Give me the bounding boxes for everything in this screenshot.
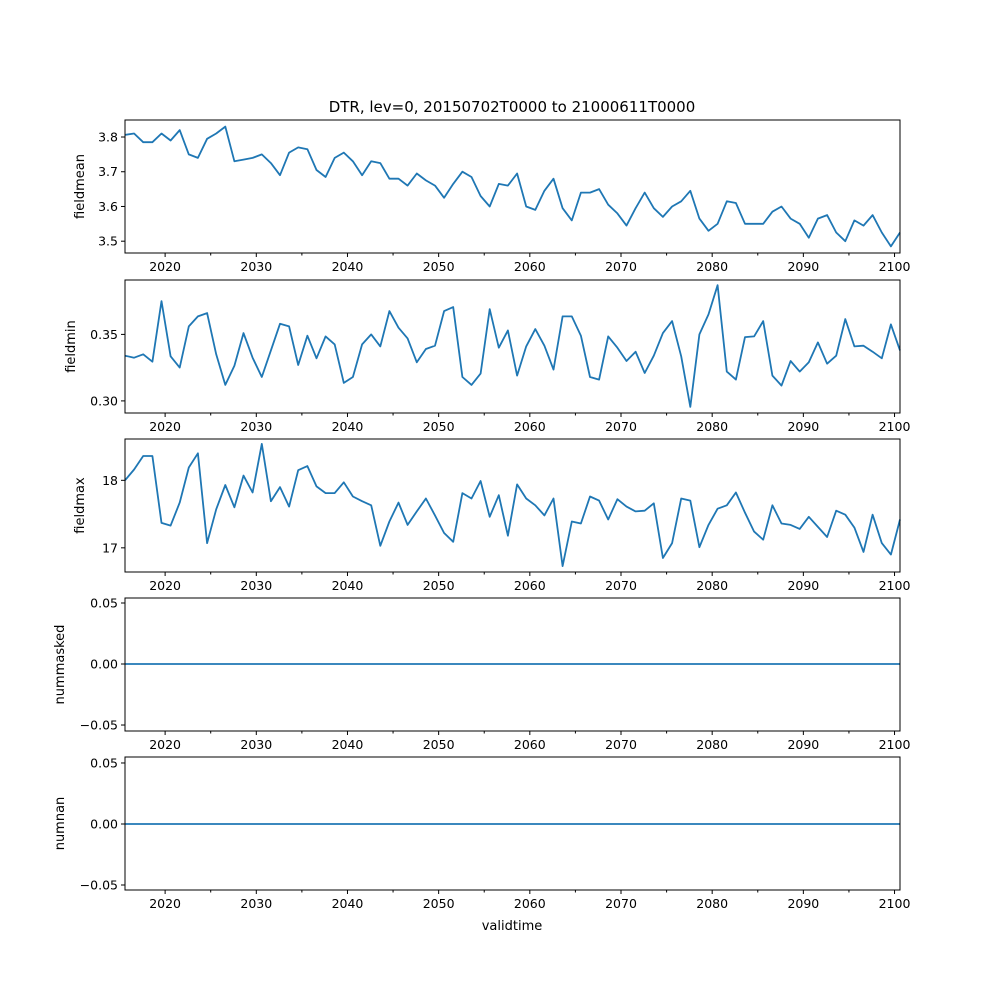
axes-frame: [124, 279, 901, 414]
panel-fieldmax: 2020 2030 2040 2050 2060 2070 2080 2090 2100 17 18…: [73, 438, 911, 593]
y-axis-label: numnan: [53, 797, 68, 851]
x-tick-label: 2030: [240, 259, 272, 274]
panel-nummasked: 2020 2030 2040 2050 2060 2070 2080 2090 2100 −0.0…: [53, 596, 910, 752]
y-tick-label: 0.05: [90, 755, 118, 770]
x-tick-label: 2080: [696, 578, 728, 593]
x-tick-label: 2080: [696, 737, 728, 752]
y-tick-label: −0.05: [80, 718, 118, 733]
y-axis-label: fieldmax: [73, 477, 88, 534]
x-tick-label: 2100: [879, 578, 911, 593]
x-tick-label: 2100: [879, 259, 911, 274]
y-tick-label: −0.05: [80, 877, 118, 892]
chart-title: DTR, lev=0, 20150702T0000 to 21000611T00…: [329, 98, 696, 116]
x-tick-label: 2040: [332, 259, 364, 274]
panel-numnan: 2020 2030 2040 2050 2060 2070 2080 2090 2100 −0.0…: [53, 755, 910, 911]
x-tick-label: 2050: [423, 737, 455, 752]
x-tick-label: 2030: [240, 737, 272, 752]
x-tick-label: 2030: [240, 896, 272, 911]
x-tick-label: 2040: [332, 737, 364, 752]
x-tick-label: 2050: [423, 896, 455, 911]
series-line-fieldmean: [124, 125, 901, 248]
x-tick-label: 2020: [149, 578, 181, 593]
x-tick-label: 2090: [787, 737, 819, 752]
x-tick-label: 2080: [696, 896, 728, 911]
panel-fieldmean: 2020 2030 2040 2050 2060 2070 2080 2090 2100 3.5 3…: [73, 119, 911, 274]
x-tick-label: 2100: [879, 419, 911, 434]
x-tick-label: 2060: [514, 737, 546, 752]
y-tick-label: 0.00: [90, 816, 118, 831]
x-tick-label: 2090: [787, 896, 819, 911]
y-tick-label: 17: [102, 540, 118, 555]
x-tick-label: 2100: [879, 896, 911, 911]
x-tick-label: 2070: [605, 578, 637, 593]
x-tick-label: 2060: [514, 419, 546, 434]
x-tick-label: 2060: [514, 578, 546, 593]
x-tick-label: 2060: [514, 259, 546, 274]
x-tick-label: 2040: [332, 578, 364, 593]
axes-frame: [124, 438, 901, 573]
x-tick-label: 2020: [149, 419, 181, 434]
x-tick-label: 2030: [240, 578, 272, 593]
y-tick-label: 3.5: [98, 234, 118, 249]
x-tick-label: 2030: [240, 419, 272, 434]
x-tick-label: 2060: [514, 896, 546, 911]
y-tick-label: 0.35: [90, 327, 118, 342]
x-tick-label: 2100: [879, 737, 911, 752]
x-tick-label: 2020: [149, 259, 181, 274]
x-tick-label: 2080: [696, 259, 728, 274]
y-tick-label: 3.7: [98, 164, 118, 179]
y-tick-label: 18: [102, 473, 118, 488]
series-line-fieldmax: [124, 442, 901, 567]
x-tick-label: 2050: [423, 419, 455, 434]
y-axis-label: nummasked: [53, 625, 68, 705]
x-tick-label: 2090: [787, 259, 819, 274]
x-tick-label: 2080: [696, 419, 728, 434]
x-tick-label: 2050: [423, 578, 455, 593]
x-tick-label: 2070: [605, 737, 637, 752]
x-tick-label: 2070: [605, 419, 637, 434]
x-tick-label: 2040: [332, 419, 364, 434]
y-tick-label: 0.30: [90, 393, 118, 408]
y-tick-label: 0.00: [90, 657, 118, 672]
y-tick-label: 0.05: [90, 596, 118, 611]
y-axis-label: fieldmin: [64, 320, 79, 373]
panel-fieldmin: 2020 2030 2040 2050 2060 2070 2080 2090 2100 0.30…: [64, 279, 911, 434]
x-tick-label: 2070: [605, 259, 637, 274]
x-tick-label: 2020: [149, 896, 181, 911]
x-tick-label: 2040: [332, 896, 364, 911]
series-line-fieldmin: [124, 284, 901, 408]
x-axis-label: validtime: [482, 919, 543, 934]
axes-frame: [124, 119, 901, 254]
x-tick-label: 2070: [605, 896, 637, 911]
x-tick-label: 2050: [423, 259, 455, 274]
x-tick-label: 2090: [787, 578, 819, 593]
y-axis-label: fieldmean: [73, 154, 88, 219]
panels: 2020 2030 2040 2050 2060 2070 2080 2090 2100 3.5 3…: [53, 119, 911, 911]
y-tick-label: 3.6: [98, 199, 118, 214]
y-tick-label: 3.8: [98, 130, 118, 145]
x-tick-label: 2020: [149, 737, 181, 752]
x-tick-label: 2090: [787, 419, 819, 434]
